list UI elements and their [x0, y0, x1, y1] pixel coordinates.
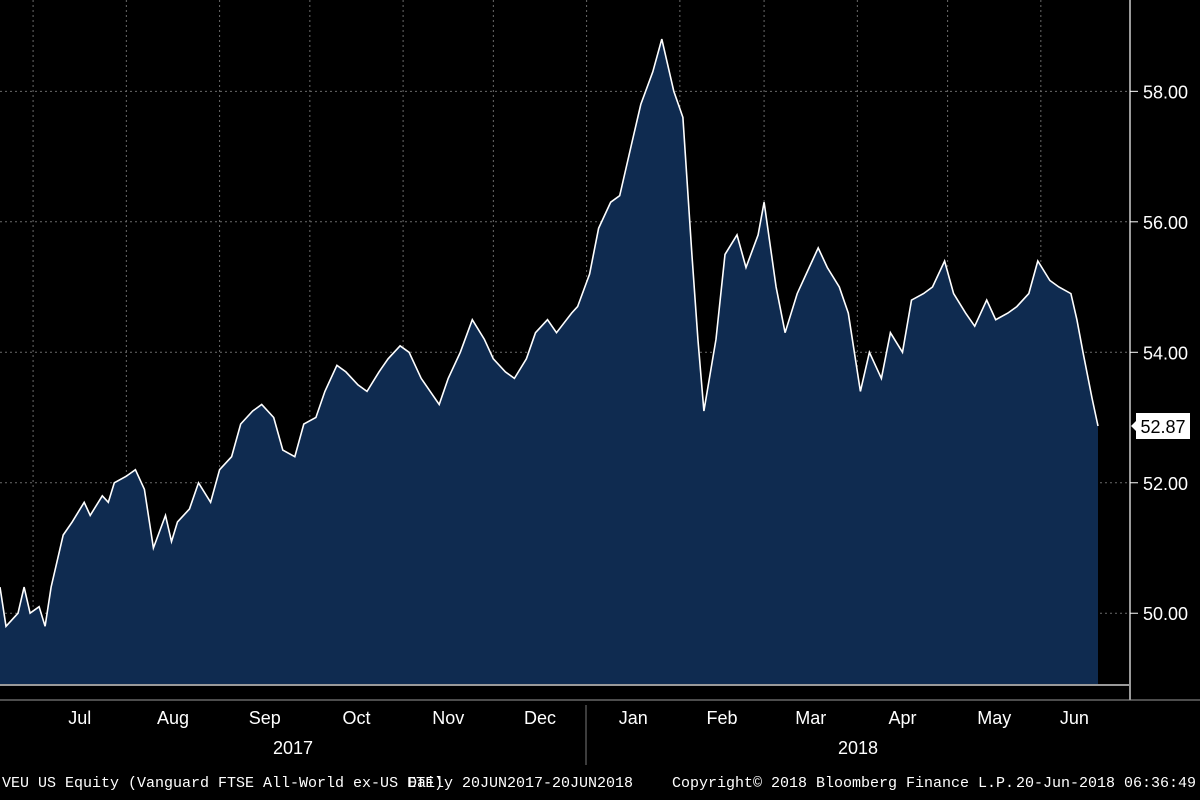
y-tick-label: 52.00: [1143, 474, 1188, 494]
x-tick-labels: Jul Aug Sep Oct Nov Dec Jan Feb Mar Apr May Jun 2017…: [68, 708, 1089, 758]
x-tick-label: Mar: [795, 708, 826, 728]
y-tick-label: 58.00: [1143, 82, 1188, 102]
footer-timestamp: 20-Jun-2018 06:36:49: [1015, 775, 1196, 792]
footer-ticker: VEU US Equity (Vanguard FTSE All-World e…: [2, 775, 444, 792]
y-tick-label: 54.00: [1143, 343, 1188, 363]
footer-date-range: Daily 20JUN2017-20JUN2018: [408, 775, 634, 792]
y-tick-label: 56.00: [1143, 213, 1188, 233]
chart-footer: VEU US Equity (Vanguard FTSE All-World e…: [0, 768, 1200, 800]
x-tick-label: Dec: [524, 708, 556, 728]
x-tick-label: Aug: [157, 708, 189, 728]
x-tick-label: Apr: [888, 708, 916, 728]
last-value-pointer: [1131, 420, 1137, 433]
price-area: [0, 39, 1098, 686]
last-value-box: [1136, 413, 1190, 440]
x-tick-label: Jul: [68, 708, 91, 728]
y-tick-labels: 50.00 52.00 54.00 56.00 58.00: [1130, 82, 1188, 624]
x-tick-label: Sep: [249, 708, 281, 728]
price-line: [0, 38, 1099, 629]
y-tick-label: 50.00: [1143, 604, 1188, 624]
year-label: 2017: [273, 738, 313, 758]
last-value-label: 52.87: [1140, 417, 1185, 437]
x-tick-label: Feb: [706, 708, 737, 728]
x-tick-label: Oct: [342, 708, 370, 728]
x-tick-label: Jun: [1060, 708, 1089, 728]
x-tick-label: May: [977, 708, 1011, 728]
x-tick-label: Jan: [619, 708, 648, 728]
footer-copyright: Copyright© 2018 Bloomberg Finance L.P.: [672, 775, 1015, 792]
x-tick-label: Nov: [432, 708, 464, 728]
last-value-marker: 52.87: [1131, 413, 1190, 440]
year-label: 2018: [838, 738, 878, 758]
